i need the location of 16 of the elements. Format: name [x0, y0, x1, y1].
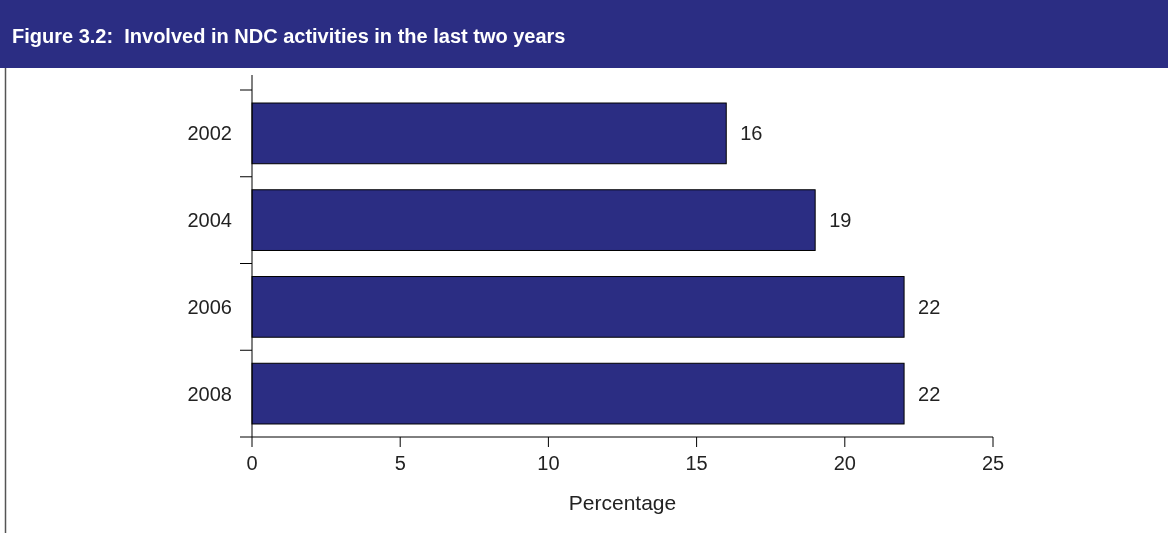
- x-axis-title: Percentage: [568, 491, 677, 514]
- data-label: 16: [740, 122, 763, 145]
- y-tick-label: 2008: [187, 382, 232, 405]
- data-label: 19: [829, 209, 852, 232]
- x-tick-label: 15: [685, 452, 708, 474]
- x-tick-label: 0: [246, 452, 258, 474]
- y-tick-label: 2004: [187, 209, 232, 232]
- data-label: 22: [918, 295, 941, 318]
- y-tick-label: 2006: [187, 295, 232, 318]
- data-label: 22: [918, 382, 941, 405]
- x-tick-label: 5: [394, 452, 406, 474]
- x-tick-label: 20: [833, 452, 856, 474]
- x-tick-label: 25: [981, 452, 1005, 474]
- x-tick-label: 10: [537, 452, 560, 474]
- chart-title: Figure 3.2: Involved in NDC activities in the last two years: [12, 25, 566, 47]
- y-tick-label: 2002: [187, 122, 232, 145]
